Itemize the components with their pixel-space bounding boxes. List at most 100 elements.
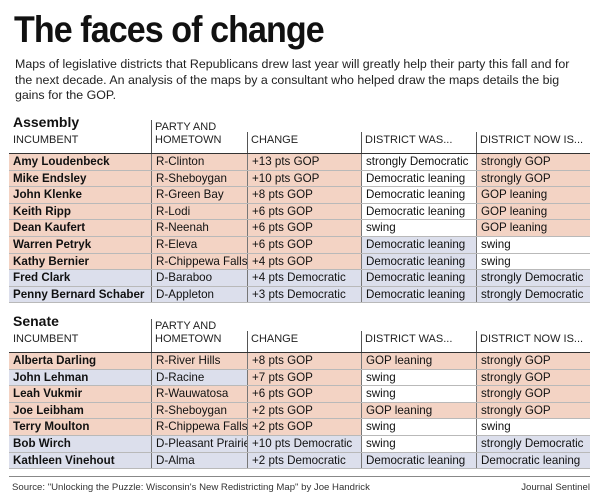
district-now-cell: strongly GOP [476,369,590,386]
table-row: Joe Leibham R-Sheboygan +2 pts GOP GOP lean… [9,402,590,420]
district-now-cell: swing [476,236,590,253]
table-row: Kathleen Vinehout D-Alma +2 pts Democratic… [9,452,590,470]
party-hometown-cell: R-River Hills [151,353,247,369]
senate-rows: Alberta Darling R-River Hills +8 pts GOP GO… [9,353,590,470]
district-now-cell: strongly Democratic [476,270,590,286]
page-title: The faces of change [14,9,325,50]
incumbent-cell: Bob Wirch [9,435,151,452]
party-hometown-cell: D-Alma [151,452,247,469]
district-now-cell: strongly GOP [476,154,590,170]
change-cell: +10 pts Democratic [247,435,361,452]
incumbent-cell: John Lehman [9,369,151,386]
district-was-cell: swing [361,435,476,452]
change-cell: +4 pts GOP [247,253,361,270]
party-hometown-cell: R-Chippewa Falls [151,419,247,435]
party-hometown-cell: R-Green Bay [151,187,247,203]
col-district-now: DISTRICT NOW IS... [480,333,584,345]
change-cell: +3 pts Democratic [247,286,361,303]
assembly-table: Assembly INCUMBENT PARTY AND HOMETOWN CH… [9,114,590,304]
district-was-cell: strongly Democratic [361,154,476,170]
party-hometown-cell: R-Clinton [151,154,247,170]
district-was-cell: Democratic leaning [361,270,476,286]
change-cell: +2 pts Democratic [247,452,361,469]
col-district-now: DISTRICT NOW IS... [480,134,584,146]
change-cell: +13 pts GOP [247,154,361,170]
assembly-header: Assembly INCUMBENT PARTY AND HOMETOWN CH… [9,114,590,154]
party-hometown-cell: R-Lodi [151,203,247,220]
district-now-cell: strongly GOP [476,353,590,369]
district-now-cell: swing [476,253,590,270]
table-row: Kathy Bernier R-Chippewa Falls +4 pts GOP D… [9,253,590,271]
table-row: Penny Bernard Schaber D-Appleton +3 pts De… [9,286,590,304]
assembly-rows: Amy Loudenbeck R-Clinton +13 pts GOP strong… [9,154,590,304]
district-was-cell: swing [361,419,476,435]
incumbent-cell: Kathleen Vinehout [9,452,151,469]
district-was-cell: Democratic leaning [361,452,476,469]
header-divider [361,331,362,353]
district-was-cell: swing [361,220,476,236]
senate-table: Senate INCUMBENT PARTY AND HOMETOWN CHAN… [9,313,590,470]
col-party-hometown: PARTY AND HOMETOWN [155,121,221,147]
incumbent-cell: Penny Bernard Schaber [9,286,151,303]
table-row: John Klenke R-Green Bay +8 pts GOP Democrat… [9,187,590,204]
senate-header: Senate INCUMBENT PARTY AND HOMETOWN CHAN… [9,313,590,353]
district-was-cell: Democratic leaning [361,286,476,303]
header-divider [247,331,248,353]
party-hometown-cell: D-Appleton [151,286,247,303]
table-row: Mike Endsley R-Sheboygan +10 pts GOP Democr… [9,170,590,188]
incumbent-cell: Mike Endsley [9,170,151,187]
party-hometown-cell: D-Baraboo [151,270,247,286]
district-now-cell: strongly Democratic [476,435,590,452]
incumbent-cell: Terry Moulton [9,419,151,435]
header-divider [151,120,152,154]
col-change: CHANGE [251,333,299,345]
source-note: Source: "Unlocking the Puzzle: Wisconsin… [12,482,370,493]
col-district-was: DISTRICT WAS... [365,333,453,345]
header-divider [476,132,477,154]
district-now-cell: strongly GOP [476,170,590,187]
party-hometown-cell: R-Eleva [151,236,247,253]
incumbent-cell: Dean Kaufert [9,220,151,236]
header-divider [361,132,362,154]
col-district-was: DISTRICT WAS... [365,134,453,146]
table-row: Alberta Darling R-River Hills +8 pts GOP GO… [9,353,590,370]
col-party-line2: HOMETOWN [155,134,222,146]
change-cell: +6 pts GOP [247,236,361,253]
table-row: Amy Loudenbeck R-Clinton +13 pts GOP strong… [9,154,590,171]
change-cell: +7 pts GOP [247,369,361,386]
publisher-credit: Journal Sentinel [521,482,590,493]
assembly-title: Assembly [13,114,80,130]
header-divider [151,319,152,353]
district-now-cell: strongly GOP [476,402,590,419]
incumbent-cell: Alberta Darling [9,353,151,369]
change-cell: +6 pts GOP [247,220,361,236]
district-was-cell: GOP leaning [361,402,476,419]
change-cell: +2 pts GOP [247,419,361,435]
incumbent-cell: Fred Clark [9,270,151,286]
table-row: Bob Wirch D-Pleasant Prairie +10 pts Democ… [9,435,590,453]
table-row: Keith Ripp R-Lodi +6 pts GOP Democratic lea… [9,203,590,221]
col-incumbent: INCUMBENT [13,134,79,146]
table-row: Dean Kaufert R-Neenah +6 pts GOP swing GOP l… [9,220,590,237]
party-hometown-cell: D-Pleasant Prairie [151,435,247,452]
incumbent-cell: Kathy Bernier [9,253,151,270]
change-cell: +6 pts GOP [247,203,361,220]
incumbent-cell: Keith Ripp [9,203,151,220]
incumbent-cell: John Klenke [9,187,151,203]
incumbent-cell: Leah Vukmir [9,386,151,402]
incumbent-cell: Joe Leibham [9,402,151,419]
party-hometown-cell: R-Sheboygan [151,170,247,187]
district-was-cell: Democratic leaning [361,253,476,270]
incumbent-cell: Amy Loudenbeck [9,154,151,170]
district-was-cell: Democratic leaning [361,187,476,203]
district-was-cell: swing [361,369,476,386]
change-cell: +8 pts GOP [247,353,361,369]
table-row: Leah Vukmir R-Wauwatosa +6 pts GOP swing str… [9,386,590,403]
district-now-cell: GOP leaning [476,187,590,203]
district-was-cell: Democratic leaning [361,236,476,253]
col-change: CHANGE [251,134,299,146]
district-now-cell: GOP leaning [476,203,590,220]
header-rule [9,352,590,353]
col-party-line1: PARTY AND [155,320,217,332]
table-row: Warren Petryk R-Eleva +6 pts GOP Democratic… [9,236,590,254]
